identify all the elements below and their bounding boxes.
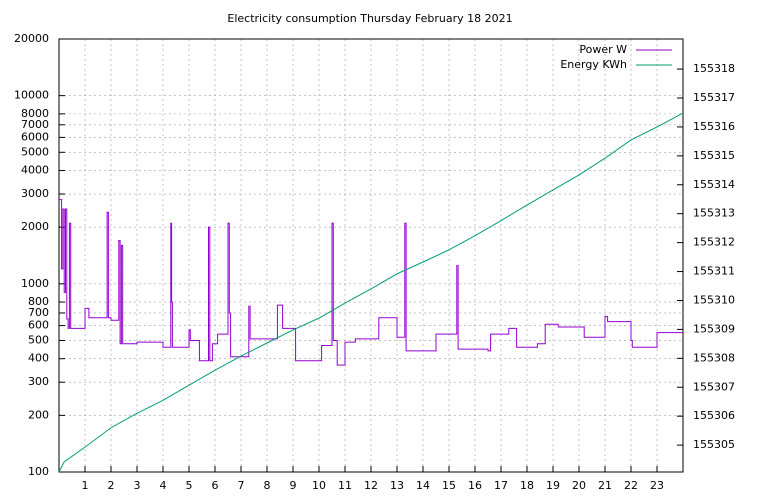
x-tick-label: 14 [416, 479, 430, 492]
series-line [58, 112, 684, 473]
x-tick-label: 17 [494, 479, 508, 492]
x-tick-label: 18 [520, 479, 534, 492]
plot-frame [58, 38, 684, 473]
y-tick-label: 4000 [21, 164, 49, 177]
x-tick-label: 5 [186, 479, 193, 492]
y2-tick-label: 155317 [693, 91, 735, 104]
legend-label: Power W [579, 43, 627, 56]
y-tick-label: 300 [28, 375, 49, 388]
y-tick-label: 6000 [21, 130, 49, 143]
series-line [59, 199, 683, 366]
y2-tick-label: 155316 [693, 120, 735, 133]
y-tick-label: 100 [28, 465, 49, 478]
x-tick-label: 11 [338, 479, 352, 492]
y2-tick-label: 155311 [693, 265, 735, 278]
y-tick-label: 400 [28, 352, 49, 365]
y-tick-label: 200 [28, 408, 49, 421]
y-tick-label: 7000 [21, 118, 49, 131]
y-tick-label: 20000 [14, 32, 49, 45]
x-tick-label: 23 [650, 479, 664, 492]
y2-tick-label: 155310 [693, 293, 735, 306]
chart-title: Electricity consumption Thursday Februar… [227, 12, 512, 25]
y2-tick-label: 155315 [693, 149, 735, 162]
x-tick-label: 6 [212, 479, 219, 492]
y2-tick-label: 155307 [693, 380, 735, 393]
x-tick-label: 16 [468, 479, 482, 492]
x-tick-label: 22 [624, 479, 638, 492]
y2-tick-label: 155318 [693, 62, 735, 75]
y2-tick-label: 155308 [693, 351, 735, 364]
y2-tick-label: 155312 [693, 236, 735, 249]
x-tick-label: 4 [160, 479, 167, 492]
x-tick-label: 8 [264, 479, 271, 492]
legend-label: Energy KWh [560, 58, 627, 71]
y-tick-label: 2000 [21, 220, 49, 233]
x-tick-label: 3 [134, 479, 141, 492]
y2-tick-label: 155313 [693, 207, 735, 220]
y-tick-label: 5000 [21, 145, 49, 158]
y-tick-label: 500 [28, 333, 49, 346]
y-tick-label: 1000 [21, 277, 49, 290]
x-tick-label: 21 [598, 479, 612, 492]
y-tick-label: 800 [28, 295, 49, 308]
y-tick-label: 700 [28, 306, 49, 319]
y2-tick-label: 155306 [693, 409, 735, 422]
y-tick-label: 3000 [21, 187, 49, 200]
y2-tick-label: 155309 [693, 322, 735, 335]
y2-tick-label: 155305 [693, 438, 735, 451]
x-tick-label: 20 [572, 479, 586, 492]
x-tick-label: 9 [290, 479, 297, 492]
y2-tick-label: 155314 [693, 178, 735, 191]
x-tick-label: 10 [312, 479, 326, 492]
x-tick-label: 15 [442, 479, 456, 492]
x-tick-label: 19 [546, 479, 560, 492]
y-tick-label: 10000 [14, 89, 49, 102]
x-tick-label: 13 [390, 479, 404, 492]
x-tick-label: 1 [82, 479, 89, 492]
x-tick-label: 7 [238, 479, 245, 492]
y-tick-label: 600 [28, 319, 49, 332]
x-tick-label: 12 [364, 479, 378, 492]
x-tick-label: 2 [108, 479, 115, 492]
y-tick-label: 8000 [21, 107, 49, 120]
